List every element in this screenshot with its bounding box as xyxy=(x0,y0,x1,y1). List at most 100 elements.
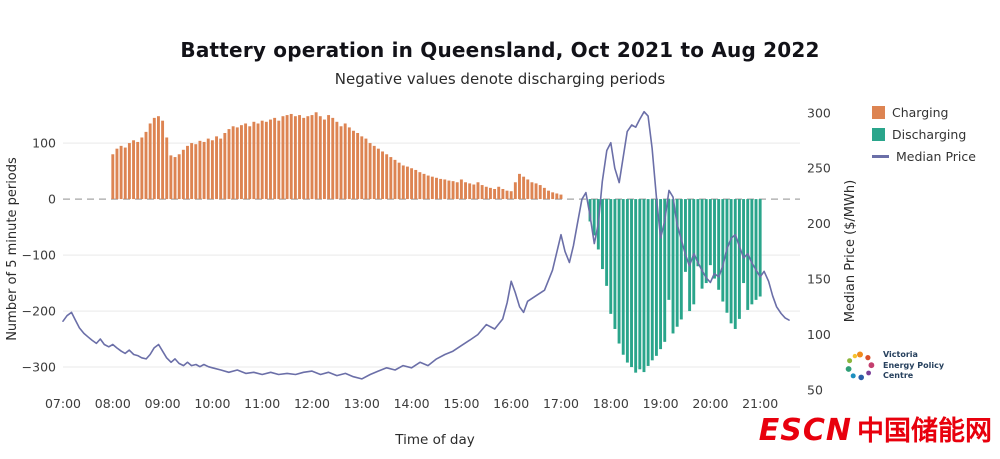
charging-bar xyxy=(306,116,310,200)
legend-label-median-price: Median Price xyxy=(896,149,976,164)
charging-bar xyxy=(269,119,272,200)
charging-bar xyxy=(393,159,397,200)
charging-bar xyxy=(459,179,463,200)
charging-bar xyxy=(356,133,360,200)
x-tick-label: 08:00 xyxy=(95,396,131,411)
charging-bar xyxy=(115,148,119,200)
charging-bar xyxy=(252,121,256,200)
discharging-bar xyxy=(663,199,667,342)
charging-bar xyxy=(331,117,335,200)
discharging-bar xyxy=(733,199,737,329)
charging-bar xyxy=(439,178,443,200)
right-tick-label: 250 xyxy=(807,161,831,176)
charging-bar xyxy=(144,131,148,200)
charging-bar xyxy=(244,123,248,200)
vepc-logo-icon xyxy=(845,351,875,381)
vepc-text-line1: Victoria xyxy=(883,350,918,360)
charging-bar xyxy=(347,127,351,200)
discharging-swatch-icon xyxy=(872,128,885,141)
discharging-bar xyxy=(708,199,712,266)
discharging-bar xyxy=(621,199,625,355)
charging-bar xyxy=(248,126,252,200)
charging-bar xyxy=(497,186,501,200)
charging-bar xyxy=(260,120,264,200)
right-tick-label: 200 xyxy=(807,216,831,231)
charging-bar xyxy=(318,116,322,200)
charging-bar xyxy=(422,173,426,200)
charging-bar xyxy=(385,154,389,200)
escn-logo-latin: ESCN xyxy=(758,413,852,448)
discharging-bar xyxy=(713,199,716,279)
x-tick-label: 13:00 xyxy=(344,396,380,411)
discharging-bar xyxy=(609,199,613,314)
charging-bar xyxy=(542,187,546,200)
charging-bar xyxy=(215,136,218,200)
charging-bar xyxy=(136,141,140,200)
discharging-bar xyxy=(675,199,679,327)
charging-bar xyxy=(397,162,401,200)
discharging-bar xyxy=(667,199,671,300)
legend-item-median-price: Median Price xyxy=(872,149,976,164)
charging-bar xyxy=(281,116,285,200)
discharging-bar xyxy=(634,199,638,373)
charging-bar xyxy=(468,183,472,200)
legend-label-charging: Charging xyxy=(892,105,949,120)
charging-bar xyxy=(210,140,214,200)
chart-subtitle: Negative values denote discharging perio… xyxy=(334,70,666,88)
discharging-bar xyxy=(671,199,675,334)
charging-bar xyxy=(140,137,144,200)
charging-bar xyxy=(335,121,339,200)
charging-bar xyxy=(426,175,430,200)
charging-bar xyxy=(547,190,550,200)
charging-bar xyxy=(555,193,559,200)
charging-bar xyxy=(414,169,418,200)
charging-bar xyxy=(339,126,343,200)
discharging-bar xyxy=(679,199,683,320)
charging-bar xyxy=(435,177,438,200)
charging-bar xyxy=(293,116,297,200)
charging-bar xyxy=(522,176,526,200)
charging-bar xyxy=(443,179,447,200)
charging-bar xyxy=(464,182,467,200)
x-axis-label: Time of day xyxy=(395,432,475,448)
charging-bar xyxy=(169,155,173,200)
charging-bar xyxy=(190,143,194,200)
charging-bar xyxy=(285,115,289,200)
x-tick-label: 11:00 xyxy=(244,396,280,411)
charging-bar xyxy=(156,116,160,200)
right-tick-label: 100 xyxy=(807,327,831,342)
discharging-bar xyxy=(654,199,658,356)
charging-bar xyxy=(488,187,492,200)
discharging-bar xyxy=(650,199,654,361)
charging-bar xyxy=(198,140,202,200)
median-price-line-swatch-icon xyxy=(872,155,889,158)
discharging-bar xyxy=(588,199,592,222)
discharging-bar xyxy=(659,199,663,350)
charging-bar xyxy=(534,183,538,200)
charging-swatch-icon xyxy=(872,106,885,119)
charging-bar xyxy=(302,117,306,200)
charging-bar xyxy=(119,145,123,200)
discharging-bar xyxy=(742,199,746,284)
discharging-bar xyxy=(758,199,762,297)
charging-bar xyxy=(173,157,177,200)
discharging-bar xyxy=(646,199,650,366)
discharging-bar xyxy=(605,199,609,286)
charging-bar xyxy=(447,180,451,200)
discharging-bar xyxy=(704,199,708,284)
charging-bar xyxy=(430,176,434,200)
chart-title: Battery operation in Queensland, Oct 202… xyxy=(180,38,820,62)
charging-bar xyxy=(298,115,301,200)
discharging-bar xyxy=(642,199,646,373)
charging-bar xyxy=(518,173,521,200)
discharging-bar xyxy=(684,199,687,272)
charging-bar xyxy=(480,185,484,200)
vepc-text-line3: Centre xyxy=(883,371,914,381)
left-tick-label: 100 xyxy=(32,136,56,151)
discharging-bar xyxy=(638,199,642,370)
charging-bar xyxy=(127,143,131,200)
charging-bar xyxy=(206,138,210,200)
x-tick-label: 21:00 xyxy=(742,396,778,411)
